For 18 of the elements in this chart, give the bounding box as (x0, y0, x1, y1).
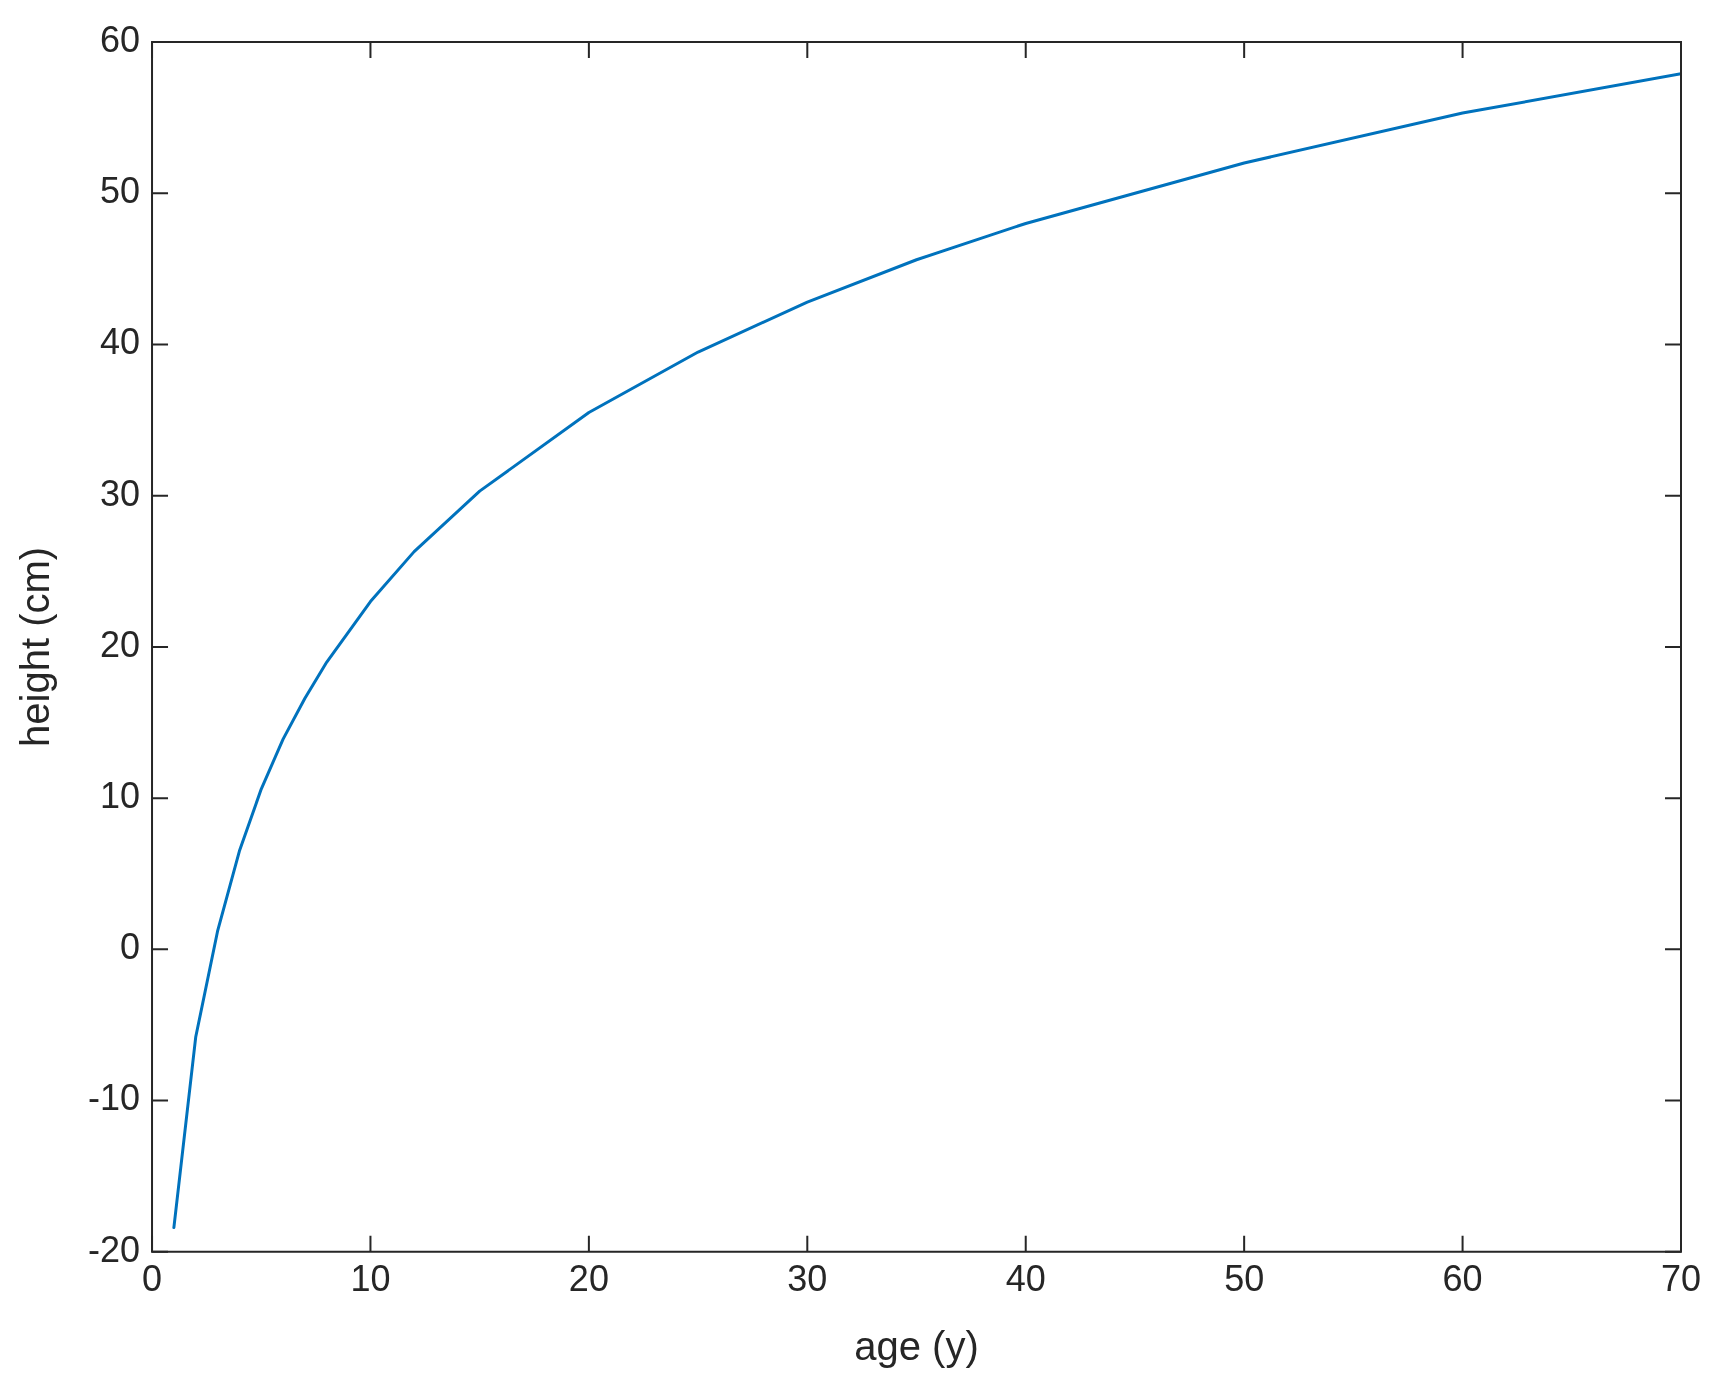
x-tick-label: 10 (350, 1258, 391, 1300)
y-tick-label: 30 (99, 472, 141, 514)
y-tick-label: 60 (99, 18, 141, 60)
y-tick-label: 40 (99, 321, 141, 363)
x-tick-label: 20 (568, 1258, 609, 1300)
y-tick-label: 10 (99, 775, 141, 817)
x-tick-label: 60 (1442, 1258, 1483, 1300)
y-axis-title: height (cm) (13, 546, 58, 747)
x-tick-label: 70 (1660, 1258, 1702, 1300)
y-tick-label: 0 (120, 926, 141, 968)
y-tick-label: 50 (99, 170, 141, 212)
y-tick-label: -20 (88, 1228, 141, 1270)
x-tick-label: 50 (1224, 1258, 1265, 1300)
y-tick-label: 20 (99, 623, 141, 665)
x-tick-label: 30 (787, 1258, 828, 1300)
y-tick-label: -10 (88, 1077, 141, 1119)
x-axis-title: age (y) (854, 1324, 979, 1369)
x-tick-label: 40 (1005, 1258, 1046, 1300)
